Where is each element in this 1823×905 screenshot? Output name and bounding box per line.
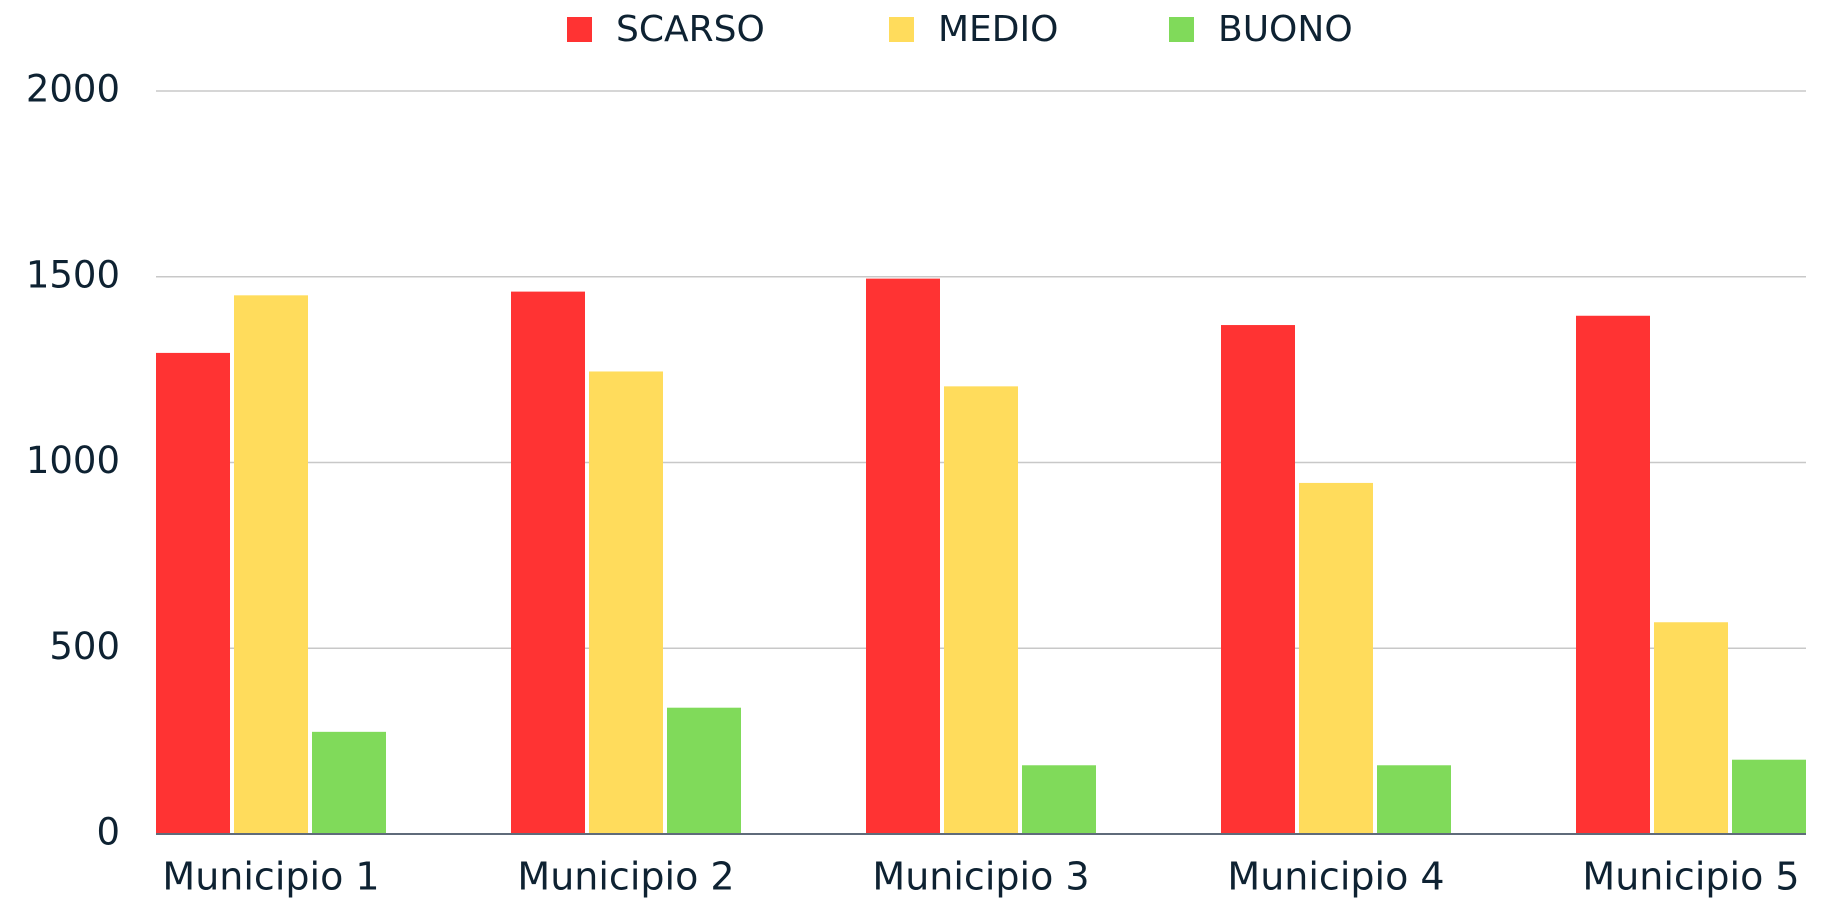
legend-label: SCARSO <box>616 9 765 50</box>
x-tick-label: Municipio 5 <box>1582 855 1799 899</box>
bar <box>667 707 741 834</box>
y-tick-label: 1000 <box>26 439 120 482</box>
y-tick-label: 2000 <box>26 68 120 111</box>
bar <box>1022 765 1096 834</box>
x-tick-label: Municipio 3 <box>872 855 1089 899</box>
legend-label: BUONO <box>1218 9 1353 50</box>
x-tick-label: Municipio 4 <box>1227 855 1444 899</box>
legend-swatch <box>567 17 592 42</box>
bar <box>312 731 386 834</box>
x-tick-label: Municipio 2 <box>517 855 734 899</box>
bar <box>1221 325 1295 834</box>
y-tick-label: 1500 <box>26 253 120 296</box>
y-tick-label: 0 <box>96 811 120 854</box>
bar <box>866 278 940 834</box>
bar <box>156 352 230 834</box>
bar <box>1299 482 1373 834</box>
y-tick-label: 500 <box>49 625 120 668</box>
bar <box>1576 315 1650 834</box>
bar <box>511 291 585 834</box>
legend-swatch <box>1169 17 1194 42</box>
bar <box>1654 622 1728 834</box>
bar <box>589 371 663 834</box>
legend-label: MEDIO <box>938 9 1058 50</box>
bar <box>234 295 308 834</box>
legend-swatch <box>889 17 914 42</box>
bar <box>1732 759 1806 834</box>
bar <box>1377 765 1451 834</box>
bar <box>944 386 1018 834</box>
x-tick-label: Municipio 1 <box>162 855 379 899</box>
